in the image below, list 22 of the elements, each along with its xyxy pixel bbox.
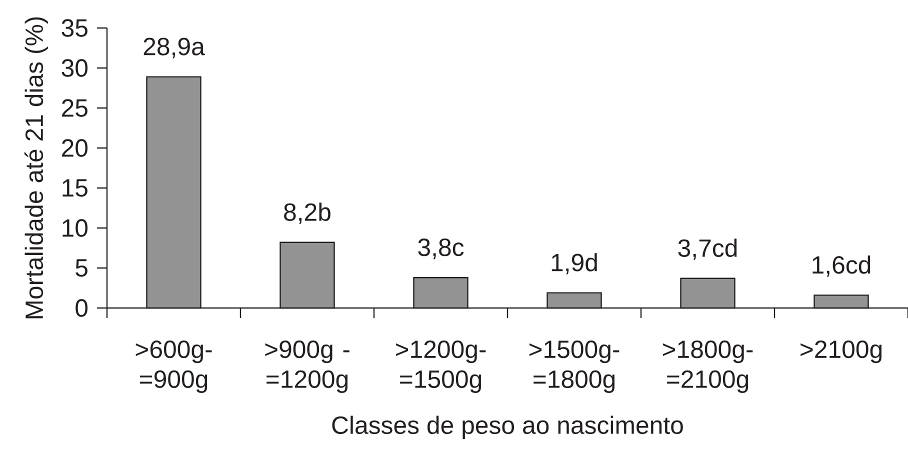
x-tick-label: >600g- =900g bbox=[136, 340, 212, 393]
data-label: 28,9a bbox=[144, 38, 205, 58]
y-axis-title: Mortalidade até 21 dias (%) bbox=[24, 17, 48, 318]
data-label: 1,6cd bbox=[812, 255, 870, 277]
data-label: 1,9d bbox=[552, 253, 597, 274]
x-tick-label: >1500g- =1800g bbox=[529, 340, 620, 393]
data-label: 3,8c bbox=[418, 238, 464, 260]
x-tick-label: >900g - =1200g bbox=[265, 340, 350, 393]
y-tick-label: 20 bbox=[62, 139, 88, 157]
y-tick-label: 15 bbox=[62, 179, 88, 197]
y-tick-label: 25 bbox=[62, 99, 88, 117]
x-axis-title: Classes de peso ao nascimento bbox=[332, 416, 683, 439]
y-tick-label: 35 bbox=[62, 19, 88, 37]
y-tick-label: 5 bbox=[76, 259, 88, 277]
x-tick-label: >1200g- =1500g bbox=[396, 340, 486, 393]
y-tick-label: 0 bbox=[76, 299, 88, 317]
y-tick-label: 30 bbox=[62, 59, 88, 77]
x-tick-label: >2100g bbox=[800, 340, 882, 364]
x-tick-label: >1800g- =2100g bbox=[662, 340, 753, 393]
data-label: 3,7cd bbox=[678, 238, 737, 260]
y-tick-label: 10 bbox=[62, 219, 88, 237]
data-label: 8,2b bbox=[284, 202, 330, 224]
